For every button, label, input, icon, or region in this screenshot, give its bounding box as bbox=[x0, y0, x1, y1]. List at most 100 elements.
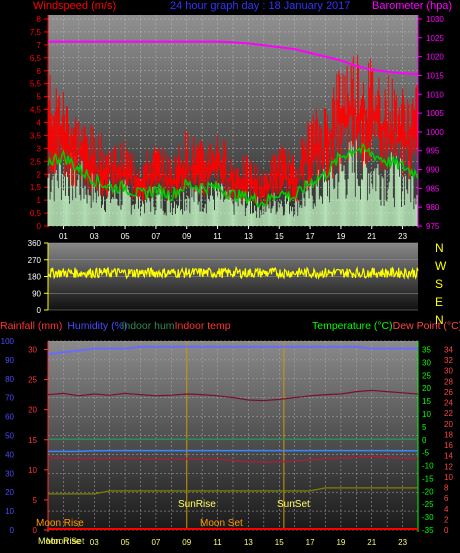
temp-tick-label: -35 bbox=[422, 526, 434, 535]
baro-tick-label: 1000 bbox=[426, 128, 444, 137]
temp-tick-label: -10 bbox=[422, 462, 434, 471]
wind-tick-label: 3 bbox=[37, 144, 42, 153]
dew-tick-label: 30 bbox=[444, 367, 453, 376]
baro-tick-label: 1020 bbox=[426, 53, 444, 62]
hour-label-bottom: 19 bbox=[336, 538, 345, 547]
hour-label: 15 bbox=[275, 232, 284, 241]
baro-tick-label: 1015 bbox=[426, 71, 444, 80]
direction-tick-label: 0 bbox=[37, 306, 42, 315]
wind-tick-label: 1,5 bbox=[30, 183, 42, 192]
dew-tick-label: 10 bbox=[444, 473, 453, 482]
wind-tick-label: 6 bbox=[37, 67, 42, 76]
temperature-line bbox=[48, 449, 418, 453]
temp-tick-label: -30 bbox=[422, 513, 434, 522]
baro-tick-label: 1030 bbox=[426, 15, 444, 24]
wind-tick-label: 6,5 bbox=[30, 54, 42, 63]
hour-label-bottom: 17 bbox=[306, 538, 315, 547]
temp-tick-label: 30 bbox=[422, 358, 431, 367]
humidity-tick-label: 70 bbox=[5, 394, 14, 403]
wind-tick-label: 4,5 bbox=[30, 106, 42, 115]
rain-tick-label: 10 bbox=[28, 466, 37, 475]
hour-label: 03 bbox=[90, 232, 99, 241]
dew-tick-label: 2 bbox=[444, 515, 449, 524]
moonset-label: Moon Set bbox=[200, 518, 243, 529]
dew-tick-label: 6 bbox=[444, 494, 449, 503]
direction-tick-label: 90 bbox=[32, 289, 41, 298]
compass-n-top: N bbox=[435, 241, 444, 255]
direction-tick-label: 180 bbox=[28, 273, 42, 282]
hour-label-bottom: 09 bbox=[182, 538, 191, 547]
temperature-label: Temperature (°C) bbox=[312, 320, 393, 332]
wind-tick-label: 4 bbox=[37, 119, 42, 128]
wind-tick-label: 8 bbox=[37, 15, 42, 24]
hour-label-bottom: 15 bbox=[275, 538, 284, 547]
temp-tick-label: -20 bbox=[422, 487, 434, 496]
compass-s: S bbox=[435, 277, 444, 291]
baro-tick-label: 980 bbox=[426, 203, 440, 212]
humidity-tick-label: 10 bbox=[5, 507, 14, 516]
hour-label: 05 bbox=[121, 232, 130, 241]
baro-tick-label: 995 bbox=[426, 147, 440, 156]
rain-tick-label: 0 bbox=[33, 526, 38, 535]
hour-label-bottom: 05 bbox=[121, 538, 130, 547]
dew-tick-label: 24 bbox=[444, 399, 453, 408]
temp-tick-label: 0 bbox=[422, 436, 427, 445]
direction-line bbox=[47, 265, 419, 280]
dew-tick-label: 4 bbox=[444, 505, 449, 514]
hour-label: 17 bbox=[306, 232, 315, 241]
dew-tick-label: 8 bbox=[444, 484, 449, 493]
hour-label-bottom: 23 bbox=[398, 538, 407, 547]
humidity-tick-label: 0 bbox=[10, 526, 15, 535]
compass-w: W bbox=[435, 259, 447, 273]
temp-tick-label: 10 bbox=[422, 410, 431, 419]
wind-tick-label: 2,5 bbox=[30, 157, 42, 166]
wind-tick-label: 0 bbox=[37, 222, 42, 231]
wind-tick-label: 3,5 bbox=[30, 131, 42, 140]
hour-label: 11 bbox=[213, 232, 222, 241]
bottom-legend-right: Temperature (°C)Dew Point (°C) bbox=[312, 320, 460, 332]
wind-tick-label: 7 bbox=[37, 41, 42, 50]
temp-tick-label: 25 bbox=[422, 371, 431, 380]
bottom-legend-left: Rainfall (mm) Humidity (%)Indoor humIndo… bbox=[0, 320, 231, 332]
temp-tick-label: 20 bbox=[422, 384, 431, 393]
baro-tick-label: 975 bbox=[426, 222, 440, 231]
wind-tick-label: 0,5 bbox=[30, 209, 42, 218]
compass-n-bottom: N bbox=[435, 313, 444, 327]
hour-label: 09 bbox=[182, 232, 191, 241]
humidity-tick-label: 60 bbox=[5, 413, 14, 422]
compass-e: E bbox=[435, 295, 444, 309]
humidity-tick-label: 50 bbox=[5, 432, 14, 441]
dew-tick-label: 20 bbox=[444, 420, 453, 429]
baro-tick-label: 990 bbox=[426, 166, 440, 175]
hour-label: 21 bbox=[367, 232, 376, 241]
rain-tick-label: 20 bbox=[28, 406, 37, 415]
rain-tick-label: 5 bbox=[33, 496, 38, 505]
hour-label: 19 bbox=[336, 232, 345, 241]
humidity-tick-label: 90 bbox=[5, 356, 14, 365]
dew-tick-label: 26 bbox=[444, 388, 453, 397]
temp-tick-label: -5 bbox=[422, 449, 430, 458]
hour-label-bottom: 13 bbox=[244, 538, 253, 547]
barometer-line bbox=[48, 40, 419, 76]
wind-tick-label: 7,5 bbox=[30, 28, 42, 37]
wind-tick-label: 5,5 bbox=[30, 80, 42, 89]
dew-tick-label: 34 bbox=[444, 346, 453, 355]
moonrise-label: Moon Rise bbox=[36, 518, 84, 529]
baro-tick-label: 1025 bbox=[426, 34, 444, 43]
baro-tick-label: 1005 bbox=[426, 109, 444, 118]
humidity-tick-label: 80 bbox=[5, 375, 14, 384]
dew-point-label: Dew Point (°C) bbox=[392, 320, 460, 332]
hour-label-bottom: 03 bbox=[90, 538, 99, 547]
baro-tick-label: 985 bbox=[426, 184, 440, 193]
humidity-tick-label: 100 bbox=[1, 337, 15, 346]
humidity-tick-label: 40 bbox=[5, 450, 14, 459]
direction-tick-label: 360 bbox=[28, 239, 42, 248]
dew-tick-label: 18 bbox=[444, 430, 453, 439]
sunset-label: SunSet bbox=[277, 499, 310, 510]
wind-tick-label: 2 bbox=[37, 170, 42, 179]
moon-phase-line bbox=[48, 487, 418, 495]
temp-tick-label: 5 bbox=[422, 423, 427, 432]
humidity-line bbox=[47, 345, 418, 356]
